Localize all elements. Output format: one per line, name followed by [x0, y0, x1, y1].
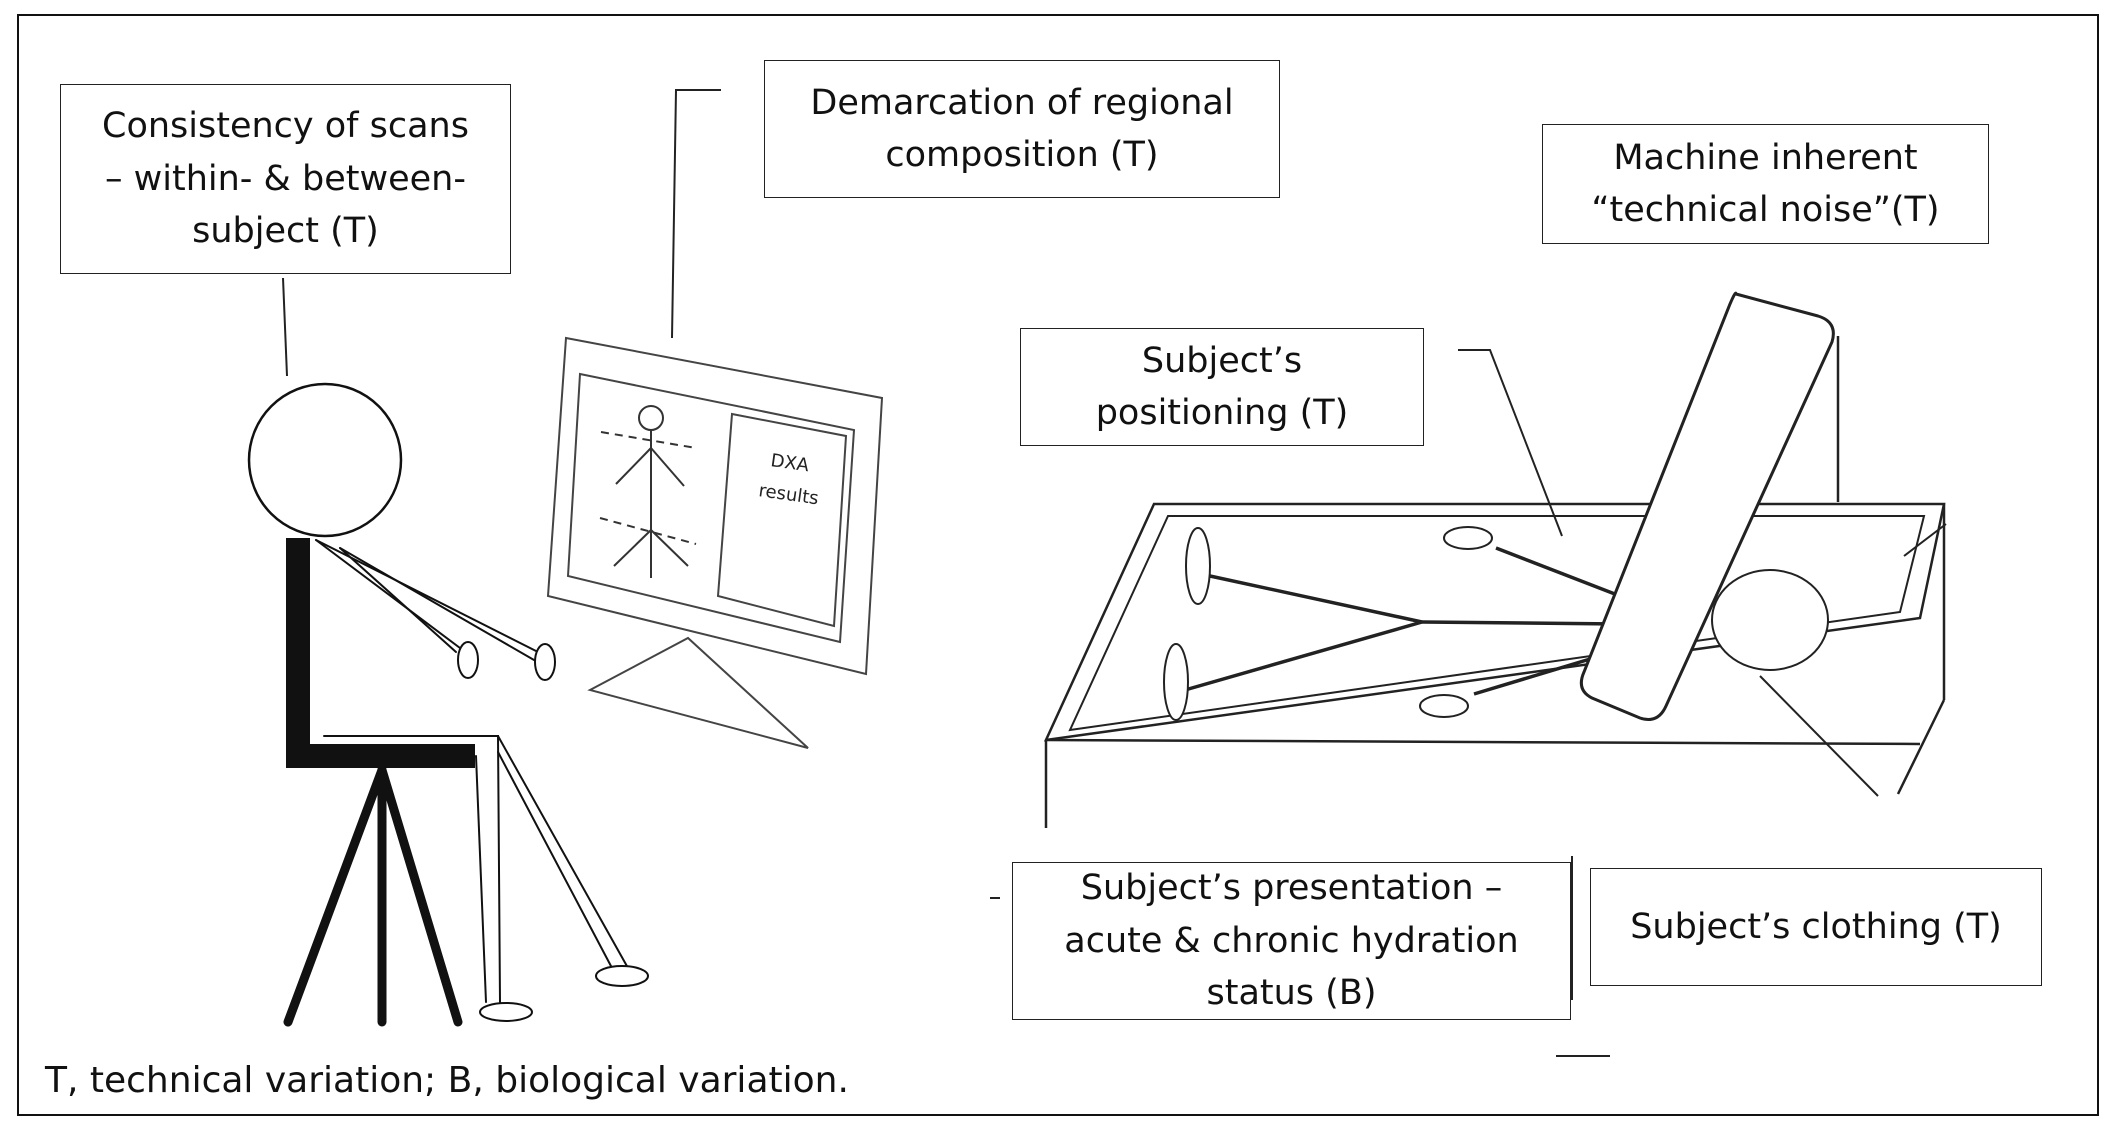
patient-foot	[1163, 643, 1189, 721]
monitor-screen	[566, 372, 856, 644]
dxa-scanner	[1043, 291, 1946, 828]
operator-foot	[595, 965, 649, 987]
operator-head	[247, 382, 403, 538]
leader-clothing	[1759, 675, 1879, 797]
leader-positioning	[1458, 349, 1563, 537]
chair-leg	[283, 765, 387, 1027]
operator-hand	[534, 643, 556, 681]
operator-leg	[497, 735, 629, 969]
label-positioning: Subject’s positioning (T)	[1020, 328, 1424, 446]
figure-frame	[17, 14, 2099, 1116]
legend-text: T, technical variation; B, biological va…	[45, 1060, 849, 1101]
operator-hand	[457, 641, 479, 679]
leader-lines	[282, 89, 1947, 1057]
leader-consistency	[282, 277, 288, 377]
scanner-table-edge	[1045, 738, 1921, 746]
results-panel	[716, 412, 848, 628]
monitor-stand	[587, 636, 809, 749]
chair-back	[286, 538, 475, 768]
screen-stick-figure	[599, 405, 697, 578]
leader-machine	[1903, 523, 1947, 557]
operator-arm	[315, 539, 461, 649]
label-demarcation: Demarcation of regional composition (T)	[764, 60, 1280, 198]
operator-arm	[339, 547, 535, 661]
patient-head	[1711, 569, 1829, 671]
label-machine-noise: Machine inherent “technical noise”(T)	[1542, 124, 1989, 244]
operator-arm	[339, 547, 457, 653]
label-clothing: Subject’s clothing (T)	[1590, 868, 2042, 986]
monitor-bezel	[546, 336, 884, 676]
scanner-arm	[1579, 291, 1835, 721]
operator-leg	[497, 751, 613, 969]
operator-arm	[315, 539, 539, 653]
chair-leg	[377, 765, 463, 1027]
label-consistency-of-scans: Consistency of scans – within- & between…	[60, 84, 511, 274]
operator-figure	[247, 382, 649, 1027]
scanner-table-leg	[1896, 699, 1946, 795]
patient-foot	[1185, 527, 1211, 605]
label-presentation: Subject’s presentation – acute & chronic…	[1012, 862, 1571, 1020]
operator-leg	[475, 755, 487, 1003]
leader-demarcation	[671, 89, 721, 339]
operator-foot	[479, 1002, 533, 1022]
monitor: DXA results	[546, 336, 884, 749]
patient-hand	[1419, 694, 1469, 718]
patient-hand	[1443, 526, 1493, 550]
